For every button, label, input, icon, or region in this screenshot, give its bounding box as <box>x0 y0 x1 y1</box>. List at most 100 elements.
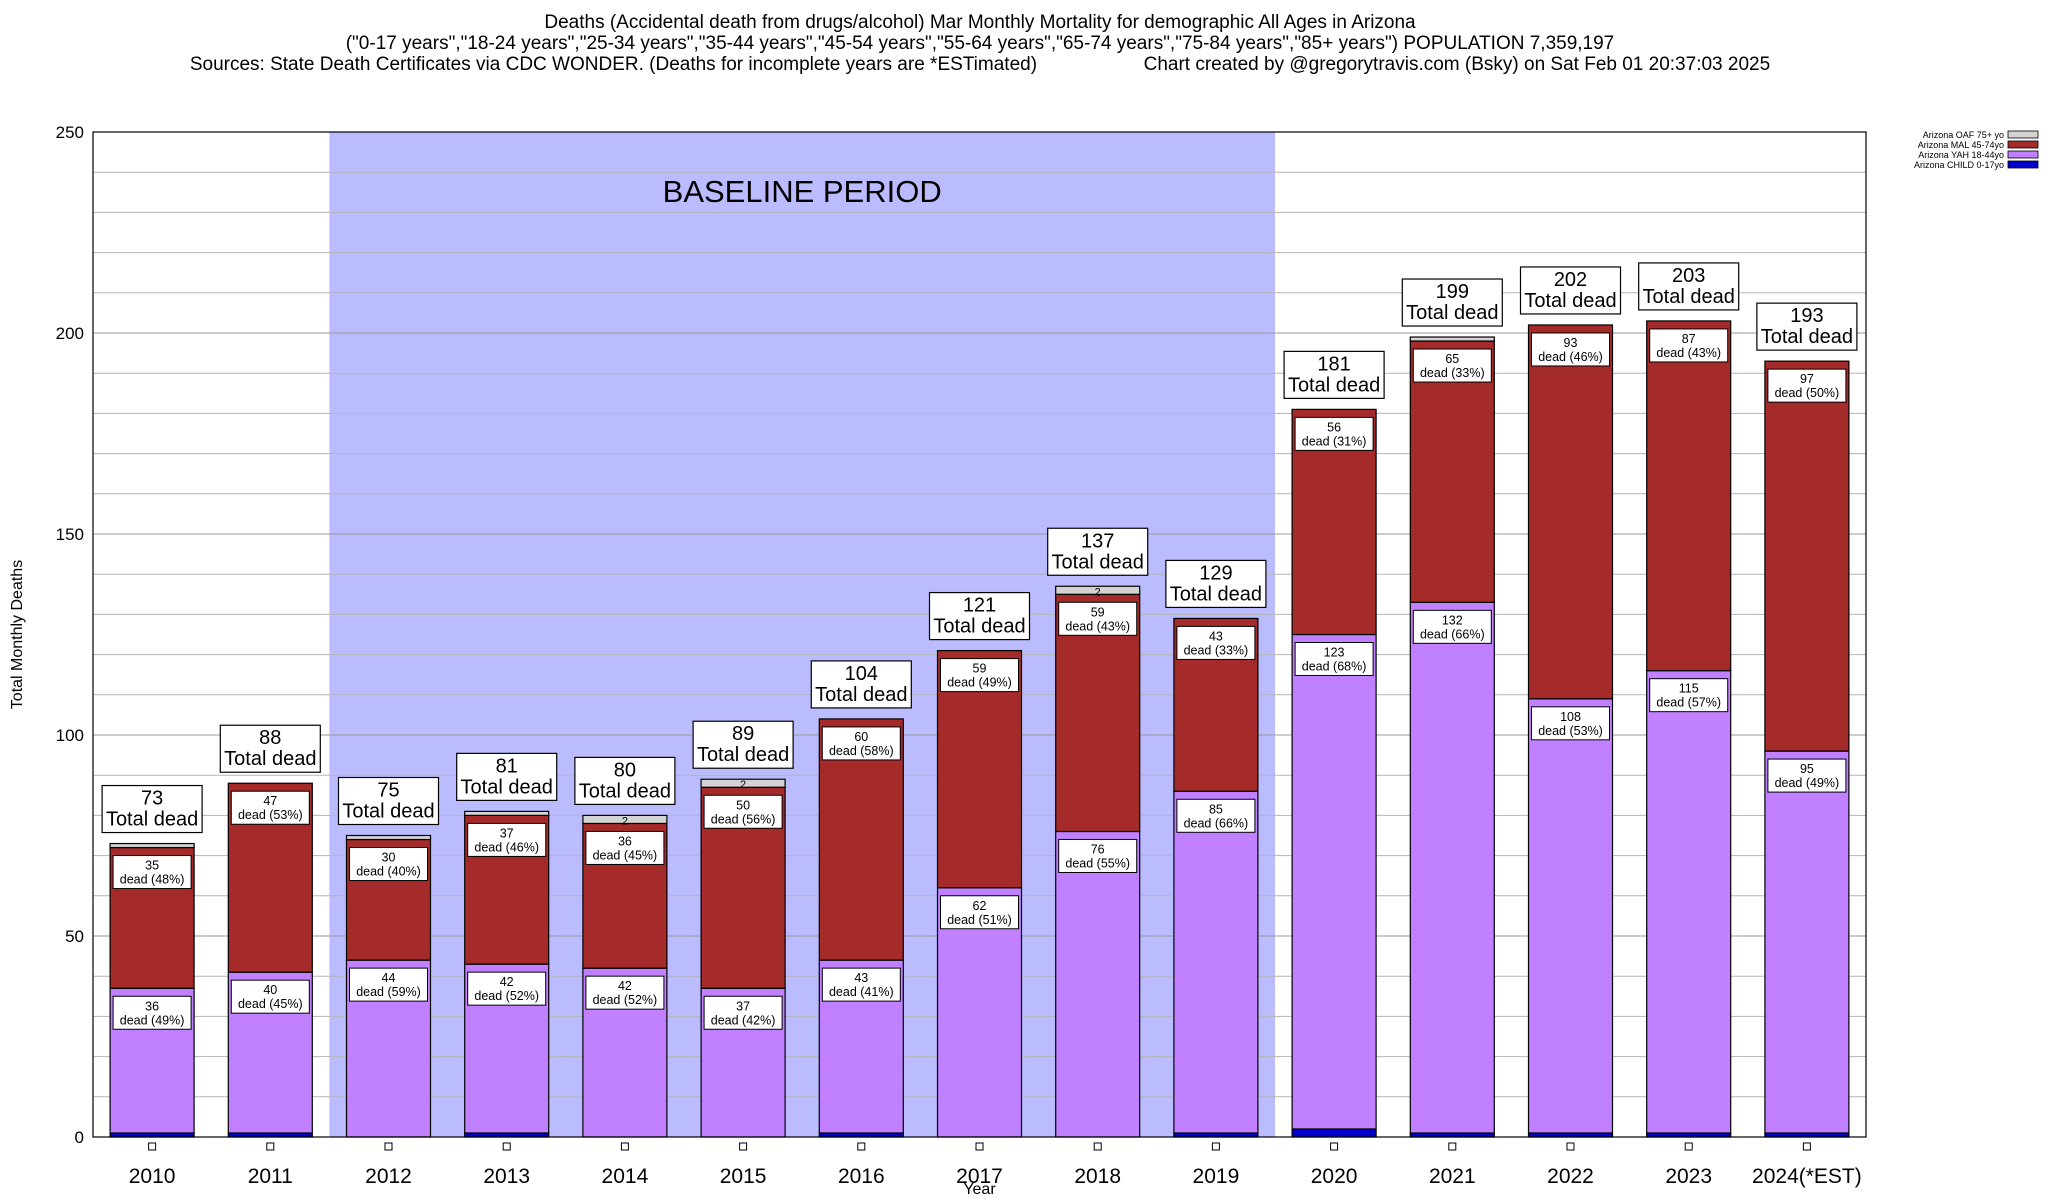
segment-label-box <box>1176 798 1256 833</box>
segment-label-box <box>112 855 192 890</box>
total-label-value: 203 <box>1672 265 1705 287</box>
segment-label-pct: dead (33%) <box>1184 643 1249 657</box>
segment-label-count: 87 <box>1682 332 1696 346</box>
chart-subtitle: ("0-17 years","18-24 years","25-34 years… <box>345 33 1615 54</box>
x-tick-label: 2010 <box>129 1165 176 1188</box>
total-label-text: Total dead <box>933 616 1025 638</box>
segment-label-box <box>703 794 783 829</box>
total-label-box <box>928 591 1031 641</box>
segment-label-count: 44 <box>382 971 396 985</box>
legend-swatch <box>2007 140 2039 149</box>
segment-label-box <box>1531 332 1610 367</box>
total-label-text: Total dead <box>815 684 907 706</box>
bar-segment <box>227 1132 313 1138</box>
segment-label-count: 35 <box>145 859 159 873</box>
x-tick-label: 2014 <box>602 1165 649 1188</box>
total-label-text: Total dead <box>1761 326 1853 348</box>
x-tick-marker <box>1330 1142 1339 1151</box>
legend-swatch <box>2007 150 2039 159</box>
chart-title: Deaths (Accidental death from drugs/alco… <box>544 12 1416 33</box>
total-label-value: 80 <box>614 759 636 781</box>
segment-label-pct: dead (45%) <box>238 997 303 1011</box>
segment-label-box <box>1649 678 1729 713</box>
chart-sources-row: Sources: State Death Certificates via CD… <box>0 54 1960 75</box>
segment-label-pct: dead (53%) <box>238 808 303 822</box>
segment-label-box <box>585 830 665 865</box>
segment-label-count: 108 <box>1560 710 1581 724</box>
x-tick-label: 2022 <box>1547 1165 1594 1188</box>
segment-label-pct: dead (68%) <box>1302 660 1367 674</box>
total-label-value: 89 <box>732 723 754 745</box>
segment-label-box <box>230 790 310 825</box>
x-tick-marker <box>739 1142 748 1151</box>
segment-label-count: 56 <box>1327 420 1341 434</box>
x-tick-label: 2016 <box>838 1165 885 1188</box>
total-label-text: Total dead <box>1288 374 1380 396</box>
segment-label-box <box>1412 609 1492 644</box>
y-tick-label: 50 <box>65 927 84 946</box>
segment-label-pct: dead (52%) <box>474 989 539 1003</box>
segment-label-count: 42 <box>500 975 514 989</box>
bar-segment <box>1173 1132 1259 1138</box>
bar-segment <box>109 842 195 849</box>
x-tick-marker <box>1093 1142 1102 1151</box>
y-tick-label: 250 <box>56 123 84 142</box>
legend-swatch <box>2007 160 2039 169</box>
legend-label: Arizona OAF 75+ yo <box>1923 130 2004 140</box>
segment-label-pct: dead (48%) <box>120 873 185 887</box>
bar-segment <box>1409 340 1495 603</box>
x-tick-label: 2024(*EST) <box>1752 1165 1862 1188</box>
legend-label: Arizona CHILD 0-17yo <box>1914 160 2004 170</box>
bar-segment <box>1527 698 1614 1134</box>
total-label-box <box>1756 302 1858 351</box>
segment-label-box <box>940 895 1019 930</box>
segment-label-pct: dead (49%) <box>1775 776 1840 790</box>
bar-segment <box>1646 320 1732 672</box>
segment-label-count: 97 <box>1800 372 1814 386</box>
segment-label-count: 36 <box>618 834 632 848</box>
legend-swatch <box>2007 130 2039 139</box>
segment-label-box <box>703 995 783 1030</box>
segment-label-pct: dead (52%) <box>593 993 658 1007</box>
segment-label-pct: dead (46%) <box>474 840 539 854</box>
total-label-value: 181 <box>1317 353 1350 375</box>
segment-label-box <box>585 975 665 1010</box>
bar-segment <box>1055 830 1141 1138</box>
bar-segment <box>1409 601 1495 1134</box>
bar-segment <box>1409 336 1495 342</box>
segment-label-count: 123 <box>1324 646 1345 660</box>
segment-label-count: 65 <box>1445 352 1459 366</box>
x-tick-label: 2020 <box>1311 1165 1358 1188</box>
total-label-box <box>1165 559 1267 609</box>
segment-label-count: 76 <box>1091 842 1105 856</box>
segment-label-box <box>1058 838 1138 873</box>
segment-label-pct: dead (46%) <box>1538 350 1603 364</box>
segment-label-small: 2 <box>740 779 746 791</box>
segment-label-count: 37 <box>500 826 514 840</box>
segment-label-count: 93 <box>1564 336 1578 350</box>
segment-label-box <box>1294 642 1374 676</box>
total-label-box <box>692 720 794 769</box>
total-label-box <box>219 724 321 773</box>
segment-label-small: 2 <box>1095 586 1101 598</box>
segment-label-pct: dead (66%) <box>1184 816 1249 830</box>
total-label-value: 81 <box>496 755 518 777</box>
bar-segment <box>345 834 432 841</box>
segment-label-box <box>1176 625 1256 660</box>
x-tick-label: 2021 <box>1429 1165 1476 1188</box>
bar-segment <box>700 778 786 788</box>
total-label-text: Total dead <box>1170 583 1262 605</box>
total-label-value: 73 <box>141 788 163 810</box>
total-label-box <box>1283 350 1385 399</box>
x-tick-label: 2012 <box>365 1165 412 1188</box>
segment-label-pct: dead (56%) <box>711 812 776 826</box>
bar-segment <box>1409 1132 1495 1138</box>
segment-label-box <box>467 822 547 857</box>
bar-segment <box>464 1132 550 1138</box>
segment-label-count: 50 <box>736 798 750 812</box>
total-label-text: Total dead <box>579 780 671 802</box>
total-label-value: 129 <box>1199 562 1232 584</box>
segment-label-box <box>1767 368 1847 403</box>
segment-label-small: 2 <box>622 815 628 827</box>
segment-label-count: 36 <box>145 999 159 1013</box>
